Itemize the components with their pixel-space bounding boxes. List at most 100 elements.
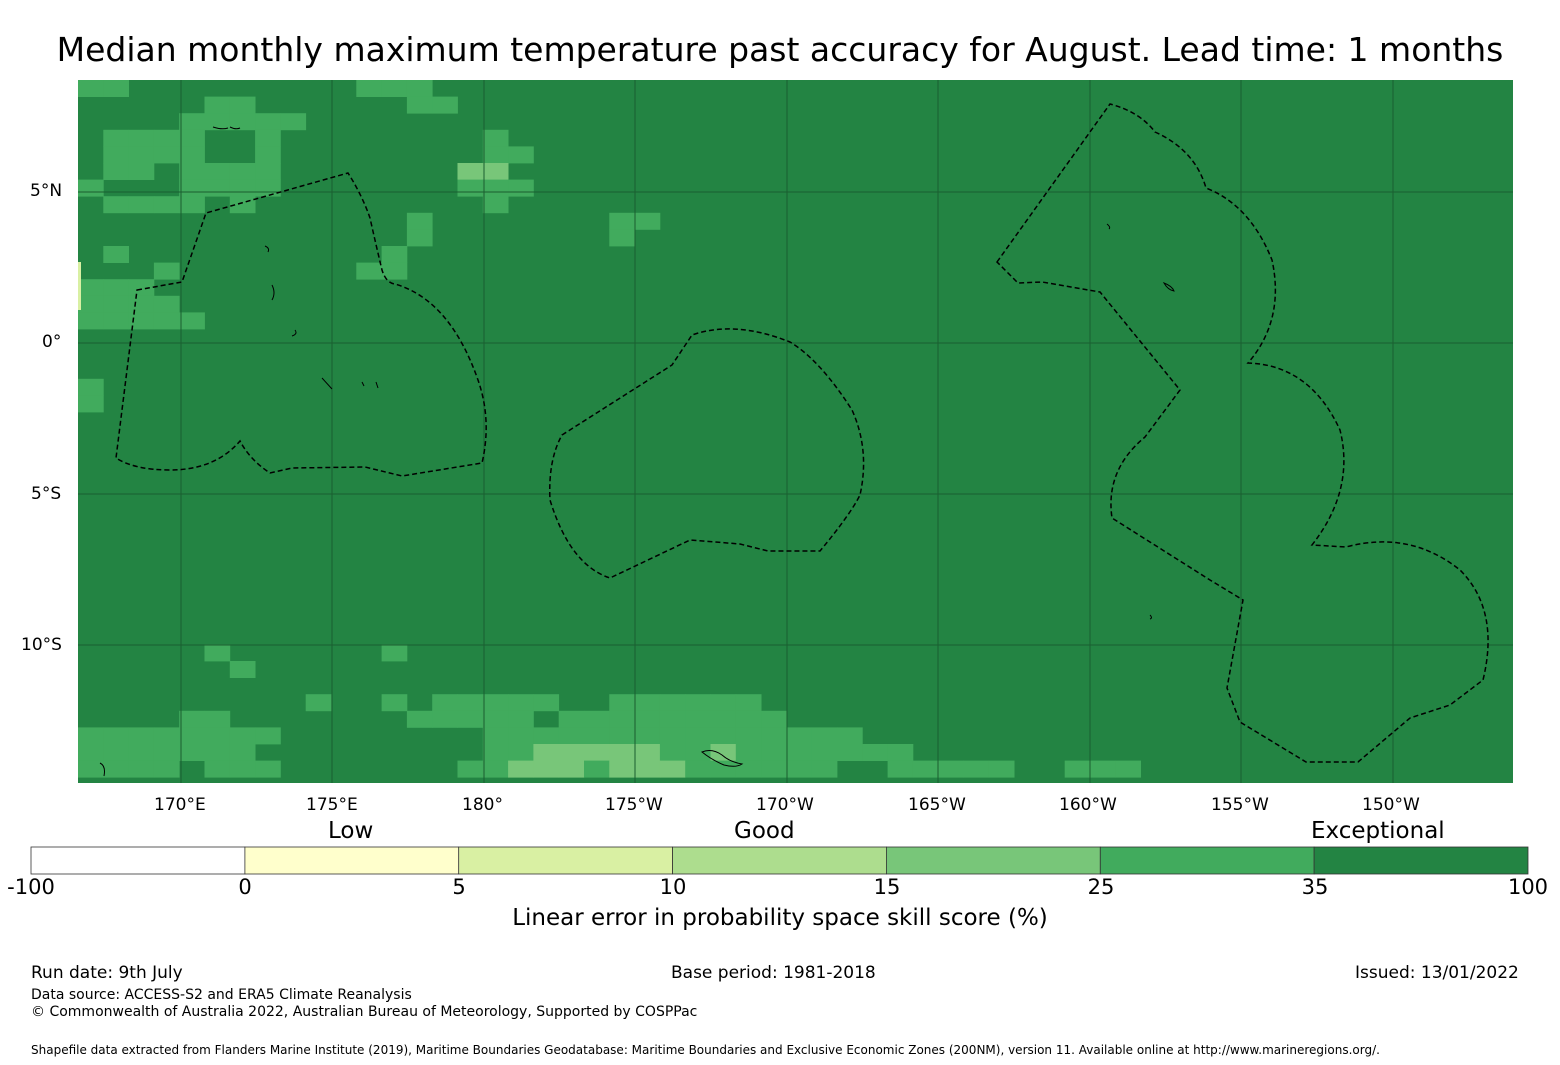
skill-cell	[204, 163, 231, 180]
skill-cell	[634, 694, 661, 712]
skill-cell	[533, 727, 560, 745]
skill-cell	[255, 727, 281, 745]
run-date: Run date: 9th July	[31, 963, 183, 983]
skill-cell	[887, 744, 914, 761]
skill-cell	[103, 80, 129, 97]
data-source: Data source: ACCESS-S2 and ERA5 Climate …	[31, 987, 412, 1003]
colorbar-category-exceptional: Exceptional	[1311, 818, 1445, 844]
skill-cell	[78, 295, 104, 313]
skill-cell	[103, 744, 129, 761]
skill-cell	[179, 727, 205, 745]
skill-cell	[432, 710, 458, 728]
skill-cell	[1090, 760, 1116, 778]
skill-cell	[406, 80, 433, 97]
colorbar-tick-1: 0	[238, 875, 252, 899]
skill-cell	[381, 694, 408, 712]
lat-label-5n: 5°N	[30, 181, 63, 201]
skill-cell	[837, 744, 863, 761]
skill-cell	[735, 727, 762, 745]
skill-cell	[255, 129, 281, 147]
skill-cell	[78, 279, 104, 297]
skill-cell	[482, 710, 509, 728]
skill-cell	[761, 727, 787, 745]
skill-cell	[508, 744, 534, 761]
skill-cell	[1064, 760, 1091, 778]
skill-cell	[179, 146, 205, 164]
skill-cell	[508, 727, 534, 745]
skill-cell	[584, 760, 610, 778]
skill-cell	[634, 744, 661, 761]
skill-cell	[558, 760, 585, 778]
skill-cell	[761, 710, 787, 728]
skill-cell	[103, 295, 129, 313]
lat-label-0: 0°	[42, 332, 62, 352]
skill-cell	[255, 760, 281, 778]
skill-cell	[609, 710, 635, 728]
skill-cell	[280, 113, 307, 131]
lon-label-170w: 170°W	[756, 795, 814, 815]
skill-cell	[533, 744, 560, 761]
skill-cell	[558, 744, 585, 761]
skill-cell	[558, 727, 585, 745]
graticule	[78, 80, 1513, 783]
skill-cell	[584, 710, 610, 728]
skill-cell	[533, 760, 560, 778]
skill-cell	[179, 312, 205, 330]
skill-cell	[584, 727, 610, 745]
skill-cell	[229, 163, 256, 180]
skill-cell	[609, 212, 635, 230]
skill-cell	[761, 760, 787, 778]
skill-cell	[710, 694, 737, 712]
skill-cell	[634, 710, 661, 728]
skill-cell	[204, 179, 231, 197]
colorbar-tick-3: 10	[659, 875, 687, 899]
skill-cell	[482, 760, 509, 778]
skill-cell	[457, 163, 484, 180]
skill-cell	[78, 262, 81, 310]
skill-cell	[482, 744, 509, 761]
skill-cell	[229, 760, 256, 778]
map-background	[78, 80, 1513, 783]
skill-cell	[609, 694, 635, 712]
skill-cell	[482, 179, 509, 197]
skill-cell	[229, 661, 256, 678]
coastline-christmas-island	[1162, 282, 1175, 292]
skill-cell	[78, 179, 104, 197]
skill-cell	[659, 760, 686, 778]
skill-cell	[153, 727, 180, 745]
colorbar-tick-2: 5	[452, 875, 466, 899]
skill-cell	[381, 644, 408, 662]
skill-cell	[457, 710, 484, 728]
skill-cell	[179, 163, 205, 180]
skill-cell	[609, 727, 635, 745]
skill-cell	[153, 262, 180, 280]
skill-cell	[659, 744, 686, 761]
skill-cell	[406, 212, 433, 230]
skill-cell	[432, 96, 458, 114]
skill-cell	[508, 694, 534, 712]
skill-cell	[204, 760, 231, 778]
skill-cell	[811, 727, 838, 745]
skill-cell	[305, 694, 332, 712]
skill-cell	[255, 113, 281, 131]
skill-cell	[128, 129, 155, 147]
skill-cell	[482, 727, 509, 745]
lon-label-175w: 175°W	[605, 795, 663, 815]
skill-cell	[482, 196, 509, 214]
skill-cell	[103, 163, 129, 180]
skill-cell	[128, 163, 155, 180]
skill-cell	[153, 760, 180, 778]
skill-cell	[558, 710, 585, 728]
colorbar-segment	[458, 846, 674, 875]
eez-kiribati-gilbert	[115, 172, 487, 477]
skill-cell	[229, 727, 256, 745]
skill-cell	[457, 179, 484, 197]
skill-cell	[1115, 760, 1141, 778]
skill-cell	[204, 113, 231, 131]
colorbar-label: Linear error in probability space skill …	[512, 905, 1048, 931]
skill-cell	[103, 129, 129, 147]
skill-cell	[710, 727, 737, 745]
lon-label-160w: 160°W	[1059, 795, 1117, 815]
skill-cell	[482, 163, 509, 180]
skill-cell	[153, 295, 180, 313]
